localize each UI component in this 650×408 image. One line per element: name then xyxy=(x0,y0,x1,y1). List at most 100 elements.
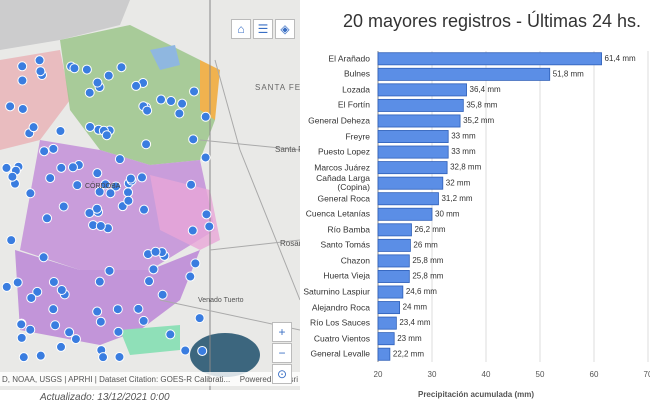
station-icon xyxy=(103,70,114,81)
x-tick-label: 20 xyxy=(374,370,383,379)
station-icon xyxy=(94,276,105,287)
station-icon xyxy=(94,186,105,197)
station-icon xyxy=(42,213,53,224)
locate[interactable]: ⊙ xyxy=(272,364,292,384)
updated: Actualizado: 13/12/2021 0:00 xyxy=(40,392,170,403)
bar xyxy=(377,347,391,361)
bar xyxy=(377,67,551,81)
station-icon xyxy=(197,345,208,356)
bar xyxy=(377,145,449,159)
station-icon xyxy=(189,86,200,97)
station-icon xyxy=(123,187,134,198)
station-icon xyxy=(56,341,67,352)
value-label: 35,8 mm xyxy=(466,101,497,110)
station-icon xyxy=(101,130,112,141)
category-label: Saturnino Laspiur xyxy=(303,286,370,297)
value-label: 25,8 mm xyxy=(412,272,443,281)
value-label: 33 mm xyxy=(451,132,476,141)
bar xyxy=(377,207,433,221)
value-label: 32,8 mm xyxy=(450,163,481,172)
layers-button[interactable]: ◈ xyxy=(275,19,295,39)
station-icon xyxy=(139,204,150,215)
station-icon xyxy=(201,209,212,220)
station-icon xyxy=(26,292,37,303)
station-icon xyxy=(34,55,45,66)
station-icon xyxy=(150,246,161,257)
bar xyxy=(377,130,449,143)
station-icon xyxy=(7,171,18,182)
legend-button[interactable]: ☰ xyxy=(253,19,273,39)
category-label: Freyre xyxy=(345,131,370,142)
chart-title: 20 mayores registros - Últimas 24 hs. xyxy=(343,10,641,31)
category-label: Santo Tomás xyxy=(320,239,370,250)
station-icon xyxy=(50,320,61,331)
map-label: SANTA FE xyxy=(255,83,300,92)
category-label: Río Bamba xyxy=(327,224,370,235)
value-label: 30 mm xyxy=(435,209,460,218)
station-icon xyxy=(125,173,136,184)
x-tick-label: 30 xyxy=(428,370,437,379)
station-icon xyxy=(17,103,28,114)
station-icon xyxy=(114,351,125,362)
category-label: Alejandro Roca xyxy=(311,302,370,313)
category-label: General Levalle xyxy=(310,348,370,359)
station-icon xyxy=(123,195,134,206)
station-icon xyxy=(204,221,215,232)
station-icon xyxy=(116,62,127,73)
category-labels: El Arañado Bulnes Lozada El Fortín General D… xyxy=(296,0,370,408)
station-icon xyxy=(92,168,103,179)
home-button[interactable]: ⌂ xyxy=(231,19,251,39)
x-tick-label: 50 xyxy=(536,370,545,379)
map-label: CÓRDOBA xyxy=(85,181,121,190)
category-label: El Arañado xyxy=(328,53,370,64)
bar xyxy=(377,223,412,237)
station-icon xyxy=(144,276,155,287)
x-tick-label: 70 xyxy=(644,370,650,379)
bar xyxy=(377,192,439,206)
value-label: 24,6 mm xyxy=(406,287,437,296)
station-icon xyxy=(157,289,168,300)
station-icon xyxy=(81,64,92,75)
bar xyxy=(377,270,410,283)
station-icon xyxy=(98,352,109,363)
station-icon xyxy=(48,276,59,287)
station-icon xyxy=(1,162,12,173)
station-icon xyxy=(25,188,36,199)
station-icon xyxy=(92,203,103,214)
zoom-in[interactable]: + xyxy=(272,322,292,342)
station-icon xyxy=(84,87,95,98)
value-label: 24 mm xyxy=(403,303,428,312)
station-icon xyxy=(69,63,80,74)
map-label: Santa Fe xyxy=(275,145,300,154)
station-icon xyxy=(156,94,167,105)
station-icon xyxy=(55,126,66,137)
station-icon xyxy=(200,152,211,163)
station-icon xyxy=(187,225,198,236)
station-icon xyxy=(148,264,159,275)
value-label: 22,2 mm xyxy=(393,349,424,358)
zoom-out[interactable]: − xyxy=(272,343,292,363)
value-label: 26 mm xyxy=(413,240,438,249)
station-icon xyxy=(110,181,121,192)
bar xyxy=(377,254,410,268)
category-label: Cuenca Letanías xyxy=(305,208,370,219)
station-icon xyxy=(166,95,177,106)
category-label: General Roca xyxy=(317,193,370,204)
station-icon xyxy=(133,303,144,314)
value-label: 25,8 mm xyxy=(412,256,443,265)
station-icon xyxy=(67,162,78,173)
category-label: Cañada Larga (Copina) xyxy=(316,173,370,193)
station-icon xyxy=(92,77,103,88)
station-icon xyxy=(85,121,96,132)
station-icon xyxy=(105,188,116,199)
bar xyxy=(377,114,461,128)
value-label: 61,4 mm xyxy=(605,54,636,63)
station-icon xyxy=(16,319,27,330)
value-label: 32 mm xyxy=(446,178,471,187)
category-label: Huerta Vieja xyxy=(323,270,370,281)
station-icon xyxy=(12,277,23,288)
station-icon xyxy=(48,304,59,315)
category-label: Marcos Juárez xyxy=(314,162,370,173)
station-icon xyxy=(16,332,27,343)
